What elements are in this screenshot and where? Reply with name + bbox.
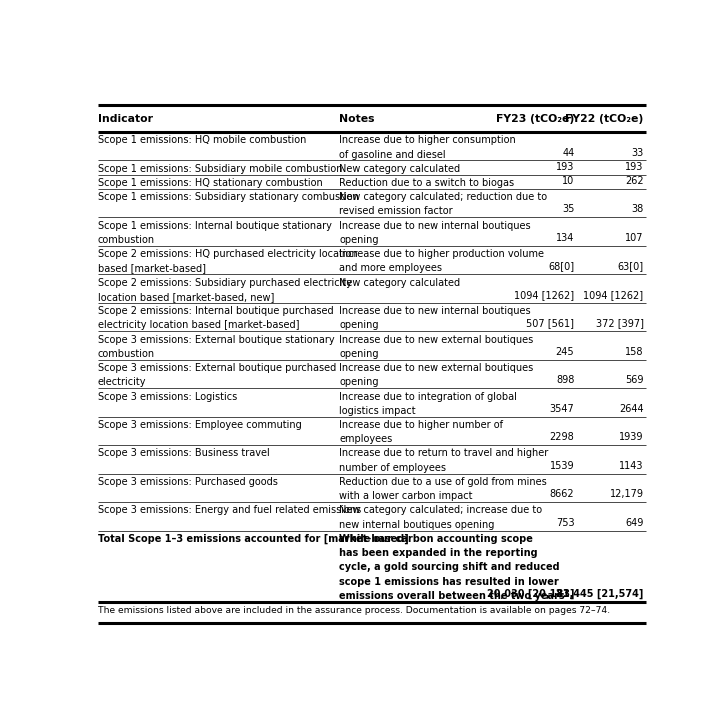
Text: 193: 193 [625, 162, 644, 172]
Text: employees: employees [339, 435, 392, 445]
Text: FY23 (tCO₂e): FY23 (tCO₂e) [496, 113, 575, 123]
Text: 35: 35 [562, 204, 575, 214]
Text: Scope 1 emissions: Internal boutique stationary: Scope 1 emissions: Internal boutique sta… [98, 221, 332, 231]
Text: Increase due to higher consumption: Increase due to higher consumption [339, 136, 516, 146]
Text: 107: 107 [625, 233, 644, 243]
Text: and more employees: and more employees [339, 263, 442, 273]
Text: 245: 245 [556, 347, 575, 357]
Text: New category calculated: New category calculated [339, 163, 461, 174]
Text: Scope 3 emissions: Business travel: Scope 3 emissions: Business travel [98, 448, 269, 458]
Text: opening: opening [339, 320, 379, 331]
Text: Scope 2 emissions: Subsidiary purchased electricity: Scope 2 emissions: Subsidiary purchased … [98, 277, 352, 288]
Text: 1143: 1143 [619, 461, 644, 471]
Text: 569: 569 [625, 375, 644, 385]
Text: opening: opening [339, 235, 379, 245]
Text: electricity location based [market-based]: electricity location based [market-based… [98, 320, 300, 331]
Text: new internal boutiques opening: new internal boutiques opening [339, 520, 495, 530]
Text: 12,179: 12,179 [610, 489, 644, 499]
Text: 2644: 2644 [619, 404, 644, 414]
Text: Scope 3 emissions: Logistics: Scope 3 emissions: Logistics [98, 391, 237, 402]
Text: The emissions listed above are included in the assurance process. Documentation : The emissions listed above are included … [98, 606, 610, 615]
Text: Increase due to new internal boutiques: Increase due to new internal boutiques [339, 306, 531, 316]
Text: New category calculated; reduction due to: New category calculated; reduction due t… [339, 192, 547, 202]
Text: Increase due to higher production volume: Increase due to higher production volume [339, 250, 544, 259]
Text: 193: 193 [556, 162, 575, 172]
Text: 1539: 1539 [549, 461, 575, 471]
Text: revised emission factor: revised emission factor [339, 206, 453, 217]
Text: combustion: combustion [98, 235, 155, 245]
Text: Scope 1 emissions: Subsidiary mobile combustion: Scope 1 emissions: Subsidiary mobile com… [98, 163, 342, 174]
Text: 372 [397]: 372 [397] [595, 318, 644, 328]
Text: 158: 158 [625, 347, 644, 357]
Text: 3547: 3547 [549, 404, 575, 414]
Text: 21,445 [21,574]: 21,445 [21,574] [556, 589, 644, 599]
Text: 63[0]: 63[0] [618, 262, 644, 272]
Text: Scope 1 emissions: HQ stationary combustion: Scope 1 emissions: HQ stationary combust… [98, 178, 323, 188]
Text: Scope 3 emissions: Employee commuting: Scope 3 emissions: Employee commuting [98, 420, 302, 430]
Text: with a lower carbon impact: with a lower carbon impact [339, 491, 473, 501]
Text: Reduction due to a use of gold from mines: Reduction due to a use of gold from mine… [339, 477, 547, 487]
Text: 649: 649 [625, 518, 644, 528]
Text: Scope 3 emissions: Purchased goods: Scope 3 emissions: Purchased goods [98, 477, 278, 487]
Text: FY22 (tCO₂e): FY22 (tCO₂e) [565, 113, 644, 123]
Text: 753: 753 [556, 518, 575, 528]
Text: 2298: 2298 [549, 432, 575, 442]
Text: cycle, a gold sourcing shift and reduced: cycle, a gold sourcing shift and reduced [339, 562, 560, 572]
Text: Reduction due to a switch to biogas: Reduction due to a switch to biogas [339, 178, 515, 188]
Text: Scope 2 emissions: HQ purchased electricity location: Scope 2 emissions: HQ purchased electric… [98, 250, 358, 259]
Text: Scope 1 emissions: Subsidiary stationary combustion: Scope 1 emissions: Subsidiary stationary… [98, 192, 359, 202]
Text: location based [market-based, new]: location based [market-based, new] [98, 292, 274, 302]
Text: 1094 [1262]: 1094 [1262] [514, 290, 575, 300]
Text: Increase due to integration of global: Increase due to integration of global [339, 391, 517, 402]
Text: number of employees: number of employees [339, 462, 446, 473]
Text: 68[0]: 68[0] [548, 262, 575, 272]
Text: logistics impact: logistics impact [339, 406, 416, 416]
Text: 262: 262 [625, 176, 644, 186]
Text: Indicator: Indicator [98, 113, 153, 123]
Text: New category calculated: New category calculated [339, 277, 461, 288]
Text: Scope 3 emissions: Energy and fuel related emissions: Scope 3 emissions: Energy and fuel relat… [98, 505, 361, 516]
Text: 134: 134 [556, 233, 575, 243]
Text: Increase due to return to travel and higher: Increase due to return to travel and hig… [339, 448, 549, 458]
Text: Increase due to new internal boutiques: Increase due to new internal boutiques [339, 221, 531, 231]
Text: of gasoline and diesel: of gasoline and diesel [339, 150, 446, 159]
Text: opening: opening [339, 377, 379, 387]
Text: Increase due to new external boutiques: Increase due to new external boutiques [339, 335, 534, 345]
Text: Increase due to new external boutiques: Increase due to new external boutiques [339, 363, 534, 373]
Text: 898: 898 [556, 375, 575, 385]
Text: Increase due to higher number of: Increase due to higher number of [339, 420, 503, 430]
Text: Notes: Notes [339, 113, 375, 123]
Text: New category calculated; increase due to: New category calculated; increase due to [339, 505, 543, 516]
Text: 1939: 1939 [619, 432, 644, 442]
Text: 10: 10 [562, 176, 575, 186]
Text: 33: 33 [631, 148, 644, 158]
Text: 20,030 [20,183]: 20,030 [20,183] [487, 589, 575, 599]
Text: Total Scope 1–3 emissions accounted for [market-based]: Total Scope 1–3 emissions accounted for … [98, 533, 408, 544]
Text: emissions overall between the two years: emissions overall between the two years [339, 591, 565, 601]
Text: combustion: combustion [98, 349, 155, 358]
Text: Scope 3 emissions: External boutique stationary: Scope 3 emissions: External boutique sta… [98, 335, 334, 345]
Text: 507 [561]: 507 [561] [526, 318, 575, 328]
Text: Scope 3 emissions: External boutique purchased: Scope 3 emissions: External boutique pur… [98, 363, 336, 373]
Text: 8662: 8662 [549, 489, 575, 499]
Text: electricity: electricity [98, 377, 146, 387]
Text: Scope 1 emissions: HQ mobile combustion: Scope 1 emissions: HQ mobile combustion [98, 136, 306, 146]
Text: Scope 2 emissions: Internal boutique purchased: Scope 2 emissions: Internal boutique pur… [98, 306, 333, 316]
Text: opening: opening [339, 349, 379, 358]
Text: 1094 [1262]: 1094 [1262] [583, 290, 644, 300]
Text: While our carbon accounting scope: While our carbon accounting scope [339, 534, 534, 544]
Text: based [market-based]: based [market-based] [98, 263, 206, 273]
Text: 38: 38 [631, 204, 644, 214]
Text: 44: 44 [562, 148, 575, 158]
Text: scope 1 emissions has resulted in lower: scope 1 emissions has resulted in lower [339, 576, 559, 587]
Text: has been expanded in the reporting: has been expanded in the reporting [339, 548, 538, 558]
